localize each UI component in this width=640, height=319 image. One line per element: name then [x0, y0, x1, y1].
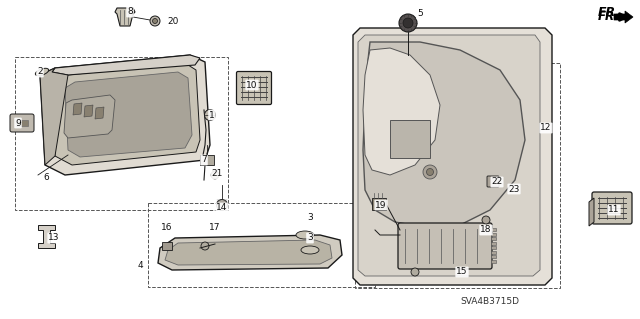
Polygon shape [40, 55, 210, 175]
Circle shape [150, 16, 160, 26]
Circle shape [399, 14, 417, 32]
Polygon shape [363, 48, 440, 175]
Text: 18: 18 [480, 226, 492, 234]
Text: FR.: FR. [598, 11, 620, 24]
Circle shape [403, 18, 413, 28]
FancyBboxPatch shape [487, 176, 499, 187]
Text: 14: 14 [216, 204, 228, 212]
Polygon shape [84, 105, 93, 117]
Polygon shape [358, 35, 540, 276]
Bar [16, 120, 28, 126]
Polygon shape [363, 42, 525, 228]
Text: 1: 1 [209, 110, 215, 120]
Text: 10: 10 [246, 80, 258, 90]
FancyBboxPatch shape [237, 71, 271, 105]
Polygon shape [64, 95, 115, 138]
Text: 13: 13 [48, 234, 60, 242]
Polygon shape [353, 28, 552, 285]
Text: 11: 11 [608, 205, 620, 214]
FancyBboxPatch shape [10, 114, 34, 132]
Text: 2: 2 [37, 68, 43, 77]
Bar [491, 237, 496, 240]
Polygon shape [589, 198, 594, 226]
Bar [15, 57, 228, 210]
Circle shape [423, 165, 437, 179]
Ellipse shape [296, 231, 314, 239]
Bar [491, 228, 496, 231]
Bar [148, 203, 375, 287]
Polygon shape [614, 11, 633, 23]
Text: 17: 17 [209, 224, 221, 233]
Bar [162, 242, 172, 250]
Text: 9: 9 [15, 118, 21, 128]
Bar [355, 63, 560, 288]
Ellipse shape [35, 68, 49, 76]
Bar [200, 155, 214, 165]
Text: 12: 12 [540, 123, 552, 132]
Text: 5: 5 [417, 10, 423, 19]
Text: 22: 22 [492, 177, 502, 187]
Circle shape [201, 242, 209, 250]
Text: 15: 15 [456, 268, 468, 277]
Text: 3: 3 [307, 234, 313, 242]
Text: FR.: FR. [598, 5, 621, 19]
FancyBboxPatch shape [592, 192, 632, 224]
Bar [491, 241, 496, 244]
Text: 6: 6 [43, 174, 49, 182]
Text: 20: 20 [167, 18, 179, 26]
Circle shape [205, 109, 216, 121]
Ellipse shape [301, 246, 319, 254]
Bar [491, 255, 496, 258]
Text: 4: 4 [137, 261, 143, 270]
Text: 19: 19 [375, 201, 387, 210]
Circle shape [411, 268, 419, 276]
Bar [390, 120, 430, 158]
Circle shape [482, 216, 490, 224]
Polygon shape [73, 103, 82, 115]
Polygon shape [95, 107, 104, 119]
Polygon shape [52, 55, 200, 75]
Bar [491, 233, 496, 235]
Polygon shape [158, 235, 342, 270]
Text: 23: 23 [508, 184, 520, 194]
Bar [491, 246, 496, 249]
Polygon shape [38, 225, 55, 248]
Circle shape [426, 168, 433, 175]
Text: 7: 7 [201, 155, 207, 165]
Polygon shape [52, 63, 200, 165]
Polygon shape [165, 240, 332, 265]
Text: 8: 8 [127, 8, 133, 17]
Polygon shape [65, 72, 192, 157]
Text: SVA4B3715D: SVA4B3715D [461, 298, 520, 307]
Circle shape [216, 199, 227, 211]
Polygon shape [115, 8, 135, 26]
Circle shape [211, 171, 219, 179]
Text: 16: 16 [161, 224, 173, 233]
Bar [372, 198, 386, 210]
Circle shape [152, 19, 157, 24]
Text: 3: 3 [307, 213, 313, 222]
FancyBboxPatch shape [398, 223, 492, 269]
Text: 21: 21 [211, 169, 223, 179]
Polygon shape [40, 68, 68, 165]
Bar [491, 250, 496, 254]
Bar [491, 259, 496, 263]
